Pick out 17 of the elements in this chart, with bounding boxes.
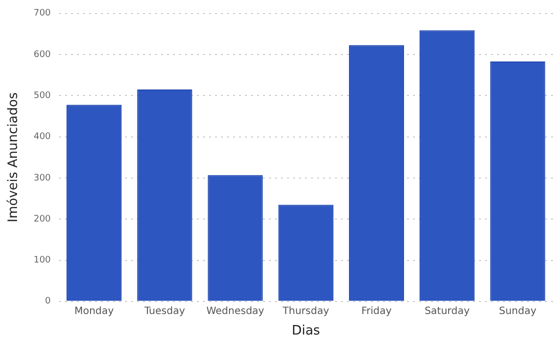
- y-tick-label: 700: [34, 8, 52, 19]
- y-tick-label: 500: [34, 91, 52, 102]
- x-tick-label: Thursday: [282, 306, 330, 317]
- x-tick-label: Friday: [361, 306, 392, 317]
- y-tick-label: 300: [34, 173, 52, 184]
- y-tick-label: 100: [34, 256, 52, 266]
- x-tick-label: Saturday: [424, 306, 470, 317]
- x-tick-label: Sunday: [498, 306, 536, 317]
- y-tick-label: 400: [34, 132, 52, 142]
- y-tick-label: 0: [45, 296, 52, 307]
- y-tick-label: 600: [34, 50, 52, 60]
- x-tick-label: Wednesday: [206, 306, 264, 317]
- x-tick-label: Tuesday: [143, 306, 186, 317]
- y-tick-label: 200: [34, 214, 52, 224]
- x-tick-label: Monday: [74, 306, 114, 317]
- x-axis-title: Dias: [292, 324, 320, 339]
- y-axis-title: Imóveis Anunciados: [6, 92, 22, 222]
